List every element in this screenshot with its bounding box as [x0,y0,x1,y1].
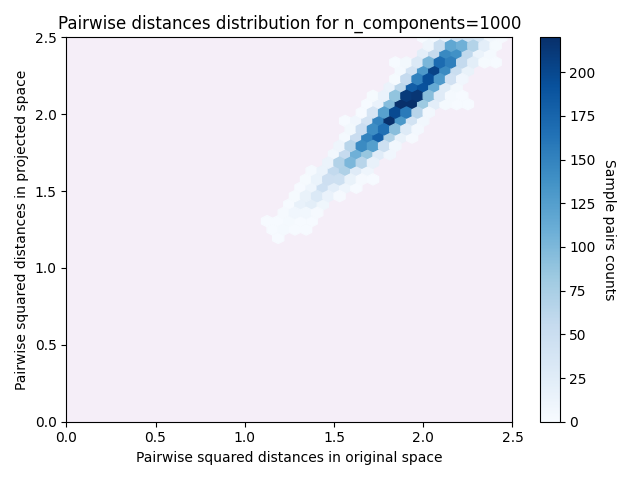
Title: Pairwise distances distribution for n_components=1000: Pairwise distances distribution for n_co… [58,15,521,33]
Y-axis label: Pairwise squared distances in projected space: Pairwise squared distances in projected … [15,70,29,390]
X-axis label: Pairwise squared distances in original space: Pairwise squared distances in original s… [136,451,443,465]
Y-axis label: Sample pairs counts: Sample pairs counts [602,159,616,300]
